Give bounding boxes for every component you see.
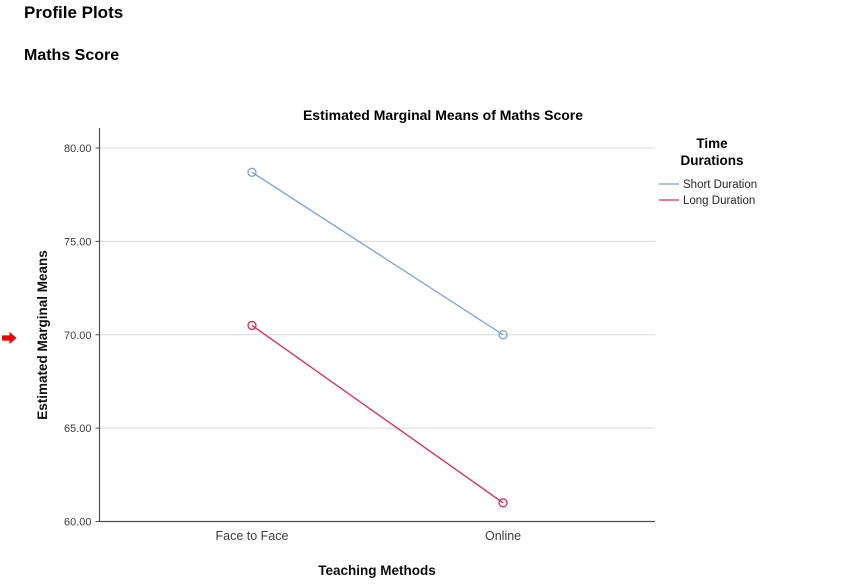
y-tick-label: 65.00 [64,423,92,435]
x-category-label: Face to Face [216,529,289,543]
legend-title: Time Durations [680,136,743,168]
y-axis-title: Estimated Marginal Means [35,250,50,420]
legend-item-label: Short Duration [683,179,757,191]
plot-area: 60.00 65.00 70.00 75.00 80.00 Face to Face Onl… [64,128,757,543]
y-tick-label: 75.00 [64,236,92,248]
selection-arrow-icon [2,331,17,345]
legend-item-label: Long Duration [683,195,755,207]
chart-title: Estimated Marginal Means of Maths Score [303,107,583,123]
x-category-label: Online [485,529,521,543]
data-point-marker-long-duration[interactable] [247,320,257,331]
x-axis-title: Teaching Methods [318,563,436,578]
series-line-long-duration[interactable] [251,324,504,504]
y-tick-label: 80.00 [64,143,92,155]
subsection-heading: Maths Score [24,47,120,64]
data-point-marker-short-duration[interactable] [247,167,257,177]
y-tick-label: 60.00 [64,517,92,529]
selection-arrow-shape [2,331,17,345]
y-tick-label: 70.00 [64,330,92,342]
data-point-marker-long-duration[interactable] [498,498,508,508]
data-point-marker-short-duration[interactable] [498,330,508,340]
section-heading: Profile Plots [24,3,124,22]
series-line-short-duration[interactable] [251,171,504,336]
